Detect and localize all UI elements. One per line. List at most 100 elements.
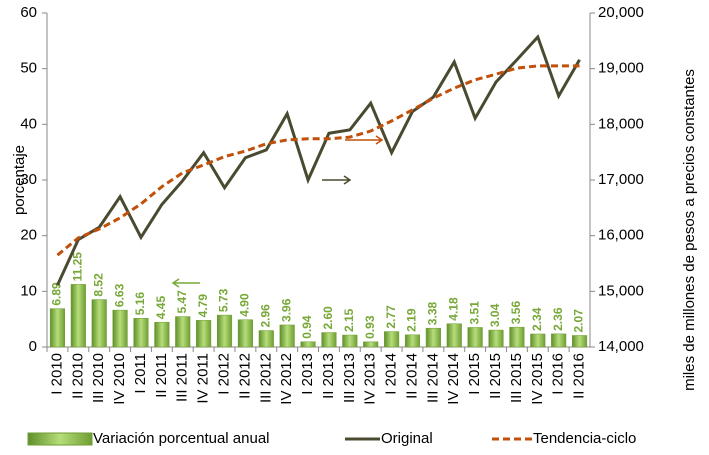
y-tick-label: 30 [20,171,37,188]
data-label: 11.25 [70,252,84,282]
x-tick-label: I 2014 [383,353,400,395]
x-tick-label: I 2015 [466,353,483,395]
x-tick-label: III 2014 [424,353,441,403]
data-label: 4.18 [446,297,460,321]
y-tick-label: 60 [20,4,37,21]
bar [404,334,421,348]
bar [300,341,316,348]
data-label: 6.89 [50,282,64,306]
data-label: 4.90 [238,293,252,317]
bar [363,341,379,348]
x-tick-label: IV 2013 [362,353,379,405]
y-axis-title: porcentaje [11,145,28,215]
x-tick-label: I 2011 [132,353,149,394]
x-tick-label: II 2012 [236,353,253,399]
y2-tick-label: 19,000 [598,60,644,77]
x-tick-label: III 2012 [257,353,274,403]
data-label: 3.04 [488,303,502,327]
bar [216,314,233,348]
arrow-right [345,135,384,145]
bar [425,327,441,348]
trend-line [56,64,580,257]
x-tick-label: II 2016 [571,353,588,399]
y-tick-label: 10 [20,282,37,299]
x-tick-label: III 2015 [508,353,525,403]
y2-tick-label: 17,000 [598,171,644,188]
bar [488,329,504,348]
y-tick-label: 20 [20,227,37,244]
x-tick-label: II 2013 [320,353,337,399]
data-label: 4.79 [196,294,210,318]
bar [571,335,588,348]
y2-axis-title: miles de millones de pesos a precios con… [681,69,698,391]
x-tick-label: II 2014 [403,353,420,399]
arrow-left [171,278,200,288]
bar [112,309,128,348]
y2-tick-label: 14,000 [598,338,644,355]
bar [384,331,400,348]
x-tick-label: IV 2011 [195,353,212,404]
x-tick-label: III 2010 [90,353,107,403]
data-label: 3.51 [467,301,481,325]
x-tick-label: IV 2015 [529,353,546,405]
data-label: 3.56 [509,301,523,325]
data-label: 2.34 [530,307,544,331]
arrow-right [322,175,352,185]
data-label: 3.96 [279,298,293,322]
data-label: 3.38 [426,302,440,326]
x-tick-label: I 2012 [215,353,232,395]
bar [342,334,358,348]
bar [279,324,295,348]
data-label: 6.63 [112,283,126,307]
data-label: 2.15 [342,308,356,332]
bar [467,327,483,348]
y2-tick-label: 20,000 [598,4,644,21]
bar [91,299,107,348]
data-label: 2.36 [551,307,565,331]
x-tick-label: II 2015 [487,353,504,399]
y2-tick-label: 18,000 [598,115,644,132]
data-label: 2.60 [321,306,335,330]
x-tick-label: IV 2010 [111,353,128,405]
bar [551,333,567,348]
data-label: 4.45 [154,296,168,320]
x-tick-label: II 2011 [153,353,170,398]
data-label: 0.93 [363,315,377,339]
bar [321,332,337,348]
legend-label: Original [381,430,433,447]
x-tick-label: II 2010 [69,353,86,399]
bar [196,320,212,348]
legend-label: Variación porcentual anual [93,430,270,447]
x-tick-label: I 2010 [48,353,65,395]
x-tick-label: III 2013 [341,353,358,403]
bar [49,308,66,348]
bar [258,330,274,348]
y-tick-label: 0 [29,338,37,355]
bar [133,318,149,348]
legend-label: Tendencia-ciclo [533,430,636,447]
data-label: 8.52 [91,273,105,297]
data-label: 5.16 [133,292,147,316]
bar [175,316,191,348]
bar [237,319,253,348]
bar [509,326,525,348]
line [56,34,581,286]
data-label: 5.73 [217,288,231,312]
data-label: 2.07 [572,309,586,333]
y-tick-label: 50 [20,60,37,77]
data-label: 0.94 [300,315,314,339]
bar [154,321,170,348]
y-tick-label: 40 [20,115,37,132]
data-label: 2.77 [384,305,398,329]
x-tick-label: III 2011 [174,353,191,402]
data-label: 5.47 [175,290,189,314]
y2-tick-label: 15,000 [598,282,644,299]
x-tick-label: I 2013 [299,353,316,395]
x-tick-label: IV 2014 [445,353,462,405]
legend-swatch [27,432,93,446]
data-label: 2.19 [405,308,419,332]
bar [530,333,546,348]
x-tick-label: IV 2012 [278,353,295,405]
x-tick-label: I 2016 [550,353,567,395]
